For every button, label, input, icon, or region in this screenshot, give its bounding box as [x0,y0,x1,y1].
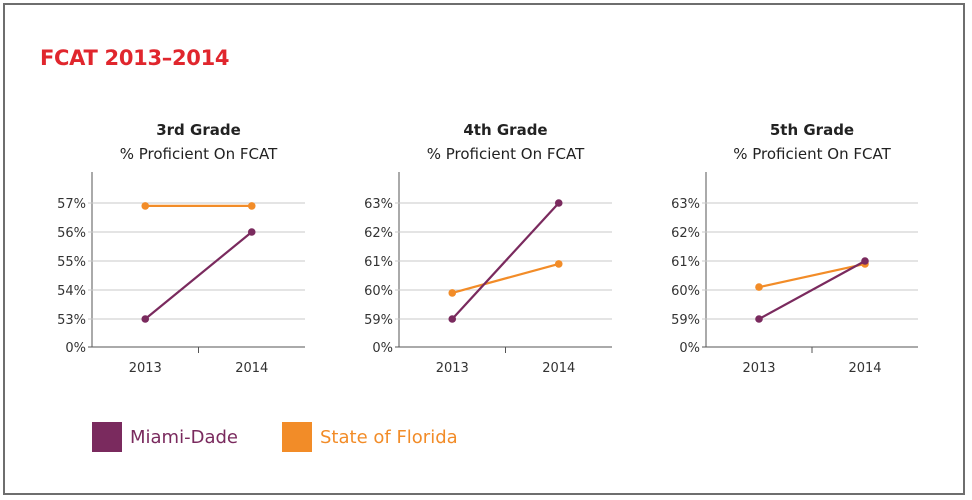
chart1-x-tick-label: 2013 [129,361,162,376]
chart2-line-miami-dade [451,202,560,320]
chart1-point-miami-dade [247,228,256,236]
chart3-x-tick-label: 2014 [848,361,881,376]
chart1-title: 3rd Grade [156,121,241,139]
chart2-title: 4th Grade [463,121,547,139]
chart3-y-tick-label: 60% [671,284,700,299]
chart2-point-miami-dade [448,315,457,323]
chart1-subtitle: % Proficient On FCAT [120,145,278,163]
legend-swatch-miami-dade [92,422,122,452]
chart2-y-tick-label: 61% [364,255,393,270]
chart2-point-miami-dade [554,199,563,207]
chart2-y-tick-label: 0% [372,341,393,356]
chart2-y-tick-label: 59% [364,313,393,328]
chart1-x-tick-label: 2014 [235,361,268,376]
chart1-point-miami-dade [141,315,150,323]
chart2-x-tick-label: 2013 [436,361,469,376]
chart3-y-tick-label: 59% [671,313,700,328]
chart3-title: 5th Grade [770,121,854,139]
chart3-point-state-of-florida [755,283,763,291]
chart1-y-tick-label: 54% [57,284,86,299]
chart3-y-tick-label: 63% [671,197,700,212]
chart3-subtitle: % Proficient On FCAT [733,145,891,163]
chart1-y-tick-label: 55% [57,255,86,270]
chart2-x-tick-label: 2014 [542,361,575,376]
chart2-point-state-of-florida [448,289,457,297]
chart1-point-state-of-florida [141,202,150,210]
legend-label-miami-dade: Miami-Dade [130,426,238,448]
legend-item-state-of-florida: State of Florida [282,422,458,452]
chart2-y-tick-label: 60% [364,284,393,299]
figure-frame [3,3,965,495]
chart1-y-tick-label: 57% [57,197,86,212]
chart2-line-state-of-florida [451,262,560,294]
figure-title: FCAT 2013–2014 [40,46,230,70]
chart1-point-state-of-florida [247,202,256,210]
chart2-y-tick-label: 62% [364,226,393,241]
chart3-line-state-of-florida [758,262,866,289]
chart3-point-miami-dade [755,315,763,323]
chart3-y-tick-label: 62% [671,226,700,241]
legend-item-miami-dade: Miami-Dade [92,422,238,452]
chart3-x-tick-label: 2013 [742,361,775,376]
chart3-point-miami-dade [861,257,869,265]
chart1-y-tick-label: 0% [65,341,86,356]
legend-label-state-of-florida: State of Florida [320,426,458,448]
chart1-y-tick-label: 56% [57,226,86,241]
chart2-point-state-of-florida [554,260,563,268]
chart1-line-miami-dade [144,231,253,320]
chart3-y-tick-label: 0% [679,341,700,356]
chart2-subtitle: % Proficient On FCAT [427,145,585,163]
chart1-y-tick-label: 53% [57,313,86,328]
legend-swatch-state-of-florida [282,422,312,452]
chart2-y-tick-label: 63% [364,197,393,212]
chart3-line-miami-dade [758,260,866,320]
chart3-y-tick-label: 61% [671,255,700,270]
